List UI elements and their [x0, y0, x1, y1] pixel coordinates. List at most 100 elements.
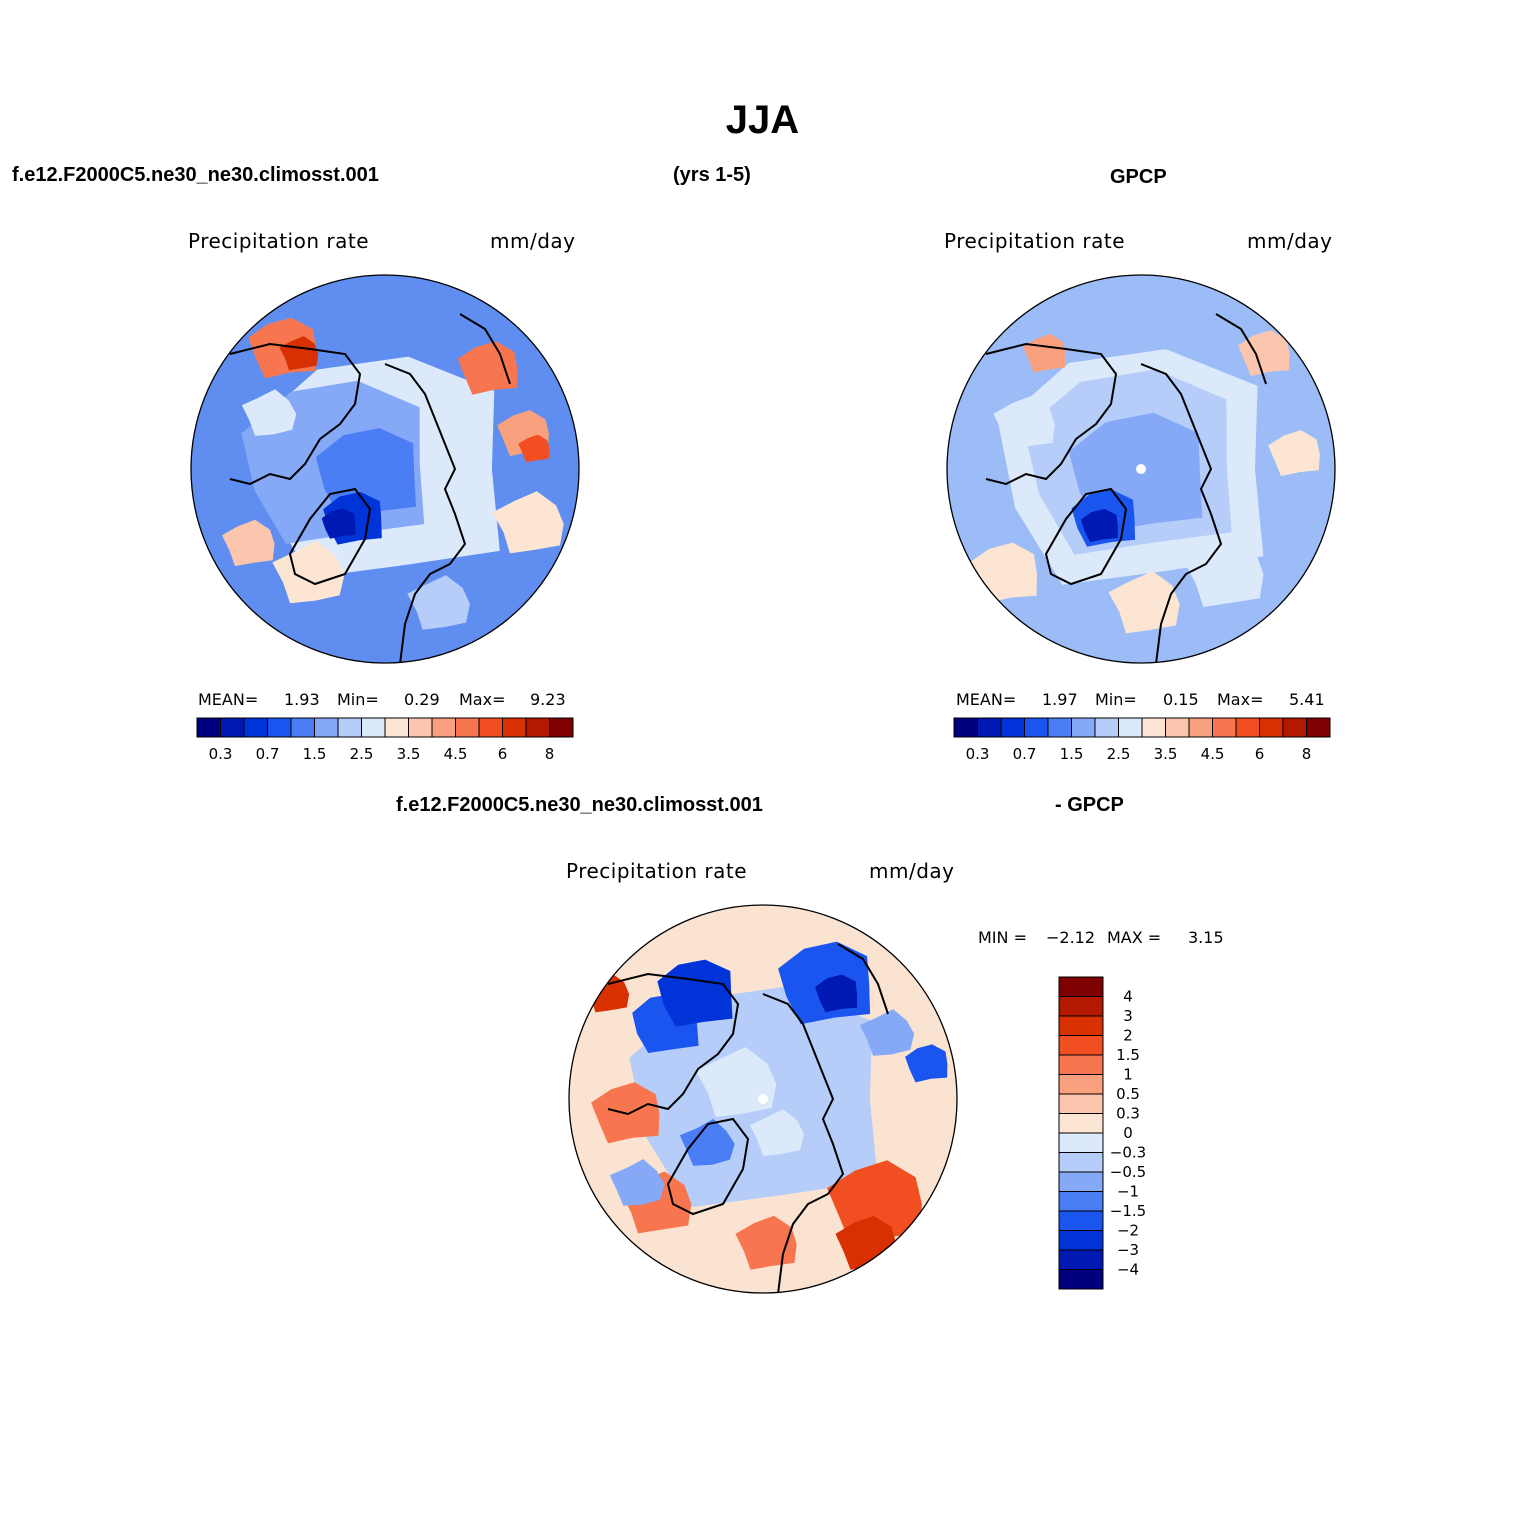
precip-field [518, 434, 550, 463]
colorbar-swatch [1094, 717, 1119, 738]
colorbar-swatch [1306, 717, 1331, 738]
colorbar-gpcp: 0.3 0.7 1.5 2.5 3.5 4.5 6 8 [953, 717, 1331, 763]
max-label: MAX = [1107, 928, 1162, 947]
units-label: mm/day [490, 229, 576, 253]
colorbar-swatch [1118, 717, 1143, 738]
colorbar-swatch [243, 717, 268, 738]
colorbar-swatch [1058, 1191, 1104, 1212]
colorbar-swatch [1058, 1054, 1104, 1075]
colorbar-tick-label: 0 [1123, 1124, 1133, 1142]
colorbar-swatch [502, 717, 527, 738]
max-label: Max= [459, 690, 506, 709]
precip-field [1080, 508, 1118, 543]
colorbar-swatch [384, 717, 409, 738]
precip-field [749, 1109, 804, 1156]
colorbar-swatch [1024, 717, 1049, 738]
precip-field [735, 1215, 797, 1270]
colorbar-tick-label: −1 [1117, 1183, 1139, 1201]
colorbar-diff: 43 21.5 10.5 0.30 −0.3−0.5 −1−1.5 −2−3 −4 [1058, 976, 1146, 1290]
colorbar-swatch [1058, 1132, 1104, 1153]
min-label: Min= [337, 690, 379, 709]
polar-map-gpcp [946, 274, 1336, 664]
variable-label: Precipitation rate [566, 859, 747, 883]
min-value: 0.15 [1163, 690, 1199, 709]
colorbar-tick-label: 0.3 [209, 745, 233, 763]
colorbar-tick-label: 0.3 [966, 745, 990, 763]
colorbar-swatch [267, 717, 292, 738]
precip-field [609, 1159, 665, 1206]
coastline [985, 342, 1118, 486]
precip-field [315, 428, 416, 518]
colorbar-tick-label: 1 [1123, 1066, 1133, 1084]
colorbar-tick-label: 2.5 [350, 745, 374, 763]
precip-field [279, 336, 319, 371]
max-value: 5.41 [1289, 690, 1325, 709]
colorbar-swatch [1058, 1171, 1104, 1192]
precip-field [321, 508, 356, 539]
mean-label: MEAN= [198, 690, 259, 709]
colorbar-swatch [478, 717, 503, 738]
colorbar-swatch [1212, 717, 1237, 738]
coastline [1215, 313, 1267, 385]
precip-field [993, 395, 1055, 450]
coastline [607, 972, 740, 1116]
variable-label: Precipitation rate [944, 229, 1125, 253]
diff-case-header: f.e12.F2000C5.ne30_ne30.climosst.001 [396, 794, 763, 816]
mean-label: MEAN= [956, 690, 1017, 709]
coastline [384, 363, 467, 663]
polar-map-diff [568, 904, 958, 1294]
colorbar-swatch [337, 717, 362, 738]
map-boundary [190, 274, 580, 664]
case-name-header: f.e12.F2000C5.ne30_ne30.climosst.001 [12, 164, 379, 186]
units-label: mm/day [1247, 229, 1333, 253]
colorbar-tick-label: 0.3 [1116, 1105, 1140, 1123]
colorbar-swatch [314, 717, 339, 738]
colorbar-swatch [361, 717, 386, 738]
colorbar-swatch [1058, 1074, 1104, 1095]
colorbar-model: 0.3 0.7 1.5 2.5 3.5 4.5 6 8 [196, 717, 574, 763]
colorbar-swatch [408, 717, 433, 738]
colorbar-tick-label: 2 [1123, 1027, 1133, 1045]
colorbar-swatch [1058, 996, 1104, 1017]
colorbar-tick-label: −3 [1117, 1241, 1139, 1259]
pole-marker [1136, 464, 1146, 474]
precip-field [1183, 537, 1264, 608]
precip-field [1022, 333, 1067, 373]
colorbar-swatch [1058, 1035, 1104, 1056]
coastline [1140, 363, 1223, 663]
colorbar-tick-label: 1.5 [303, 745, 327, 763]
coastline [1044, 487, 1128, 586]
colorbar-swatch [1000, 717, 1025, 738]
precip-field [679, 1119, 735, 1166]
colorbar-swatch [1058, 1152, 1104, 1173]
precip-field [905, 1044, 948, 1083]
colorbar-tick-label: 1.5 [1060, 745, 1084, 763]
min-label: MIN = [978, 928, 1027, 947]
pole-marker [758, 1094, 768, 1104]
precip-field [815, 974, 858, 1013]
colorbar-swatch [1058, 1113, 1104, 1134]
colorbar-tick-label: 4.5 [1201, 745, 1225, 763]
years-header: (yrs 1-5) [673, 164, 751, 186]
precip-field [1238, 330, 1290, 377]
colorbar-tick-label: −2 [1117, 1222, 1139, 1240]
min-value: −2.12 [1046, 928, 1096, 947]
colorbar-swatch [1259, 717, 1284, 738]
precip-field [1108, 571, 1180, 634]
precip-field [492, 491, 564, 554]
colorbar-tick-label: 0.5 [1116, 1085, 1140, 1103]
coastline [762, 993, 845, 1293]
colorbar-swatch [1071, 717, 1096, 738]
colorbar-swatch [1058, 1230, 1104, 1251]
polar-map-model [190, 274, 580, 664]
precip-field [859, 1009, 915, 1056]
colorbar-tick-label: 3.5 [397, 745, 421, 763]
colorbar-swatch [1282, 717, 1307, 738]
coastline [459, 313, 511, 385]
colorbar-swatch [1141, 717, 1166, 738]
colorbar-swatch [953, 717, 978, 738]
colorbar-swatch [1058, 1249, 1104, 1270]
precip-field [407, 575, 470, 630]
figure-title: JJA [725, 98, 800, 142]
colorbar-swatch [1165, 717, 1190, 738]
